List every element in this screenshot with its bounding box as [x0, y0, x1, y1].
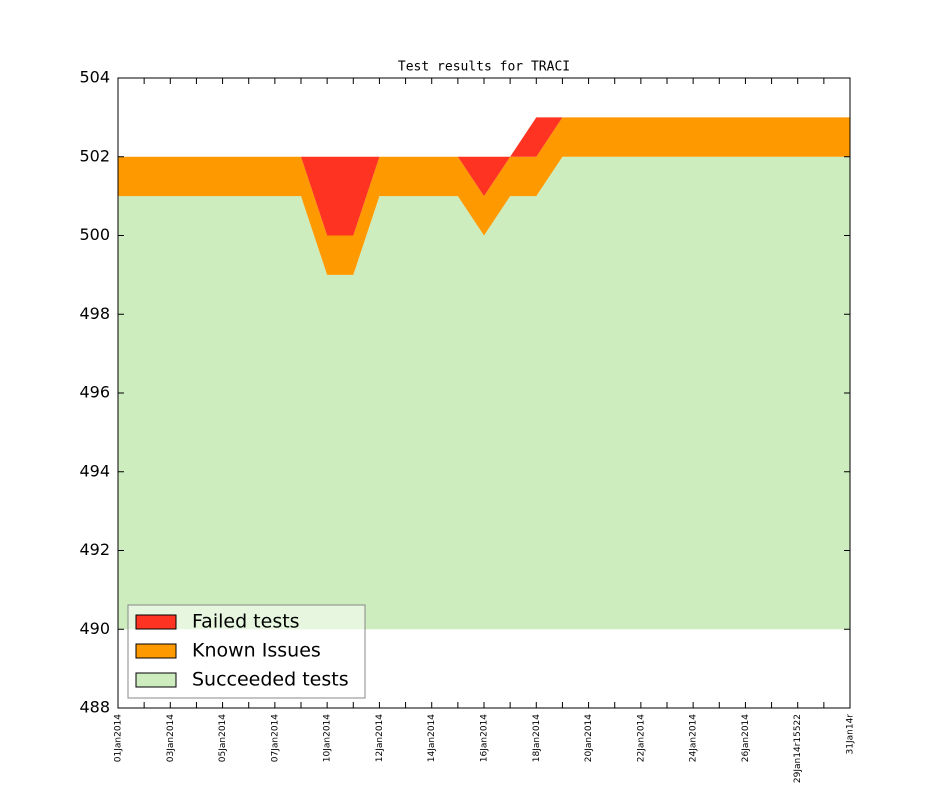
x-tick-label: 29Jan14r15522: [793, 714, 803, 783]
x-tick-label: 20Jan2014: [584, 714, 594, 763]
legend-swatch: [135, 672, 177, 688]
x-tick-label: 26Jan2014: [741, 714, 751, 763]
y-tick-label: 490: [79, 619, 110, 638]
legend: Failed tests Known Issues Succeeded tests: [127, 604, 366, 699]
y-tick-label: 496: [79, 383, 110, 402]
y-tick-label: 488: [79, 698, 110, 717]
y-tick-label: 500: [79, 225, 110, 244]
area: [118, 156, 850, 630]
x-tick-label: 22Jan2014: [636, 714, 646, 763]
y-tick-label: 492: [79, 540, 110, 559]
y-tick-label: 502: [79, 146, 110, 165]
x-tick-label: 31Jan14r: [846, 714, 856, 755]
legend-swatch: [135, 643, 177, 659]
x-tick-label: 03Jan2014: [166, 714, 176, 763]
area: [118, 117, 850, 236]
y-tick-label: 504: [79, 68, 110, 87]
x-tick-label: 10Jan2014: [323, 714, 333, 763]
legend-label: Succeeded tests: [192, 669, 349, 691]
legend-swatch: [135, 614, 177, 630]
x-tick-label: 14Jan2014: [427, 714, 437, 763]
legend-label: Failed tests: [192, 611, 300, 633]
x-tick-label: 18Jan2014: [532, 714, 542, 763]
x-tick-label: 24Jan2014: [689, 714, 699, 763]
x-tick-label: 07Jan2014: [270, 714, 280, 763]
legend-label: Known Issues: [192, 640, 321, 662]
y-tick-label: 498: [79, 304, 110, 323]
y-tick-label: 494: [79, 461, 110, 480]
chart-title: Test results for TRACI: [398, 60, 570, 75]
x-tick-label: 16Jan2014: [480, 714, 490, 763]
x-tick-label: 05Jan2014: [218, 714, 228, 763]
x-tick-label: 12Jan2014: [375, 714, 385, 763]
x-tick-label: 01Jan2014: [114, 714, 124, 763]
